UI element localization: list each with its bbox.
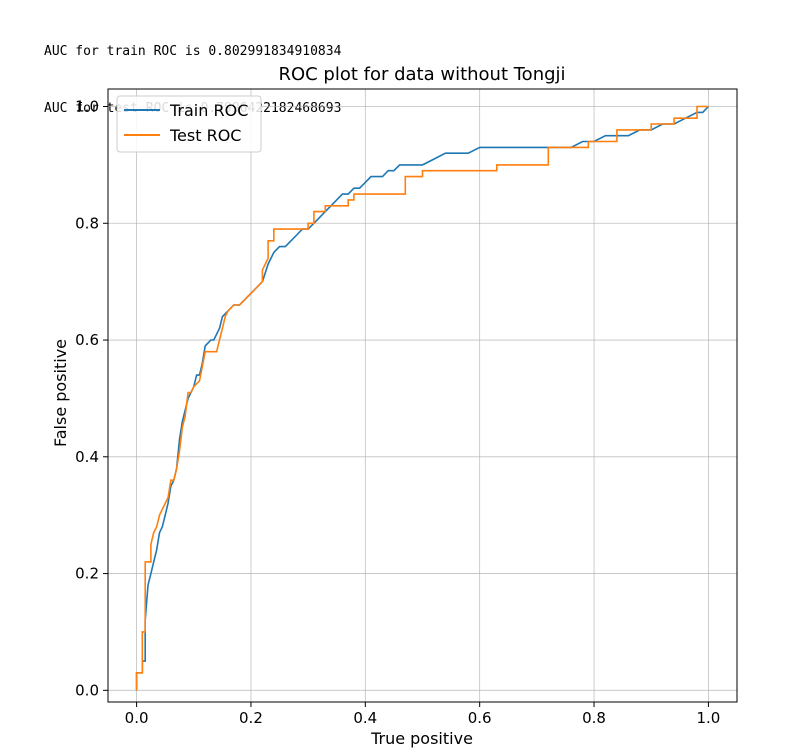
legend: Train ROC Test ROC	[116, 95, 262, 153]
train-roc-line	[135, 105, 709, 691]
x-tick-label: 0.6	[468, 709, 492, 727]
x-tick-label: 0.2	[239, 709, 263, 727]
grid	[108, 89, 737, 702]
chart-title: ROC plot for data without Tongji	[278, 64, 565, 85]
test-roc-line	[135, 105, 709, 691]
axis-ticks: 0.0 0.2 0.4 0.6 0.8 1.0 0.0 0.2 0.4 0.6 0.8 1.0	[75, 98, 720, 727]
x-tick-label: 0.4	[353, 709, 377, 727]
y-tick-label: 0.2	[75, 565, 99, 583]
y-axis-label: False positive	[51, 339, 70, 447]
y-tick-label: 1.0	[75, 98, 99, 116]
y-tick-label: 0.6	[75, 331, 99, 349]
output-line-train-auc: AUC for train ROC is 0.802991834910834	[44, 44, 342, 59]
x-axis-label: True positive	[370, 729, 473, 748]
y-tick-label: 0.0	[75, 681, 99, 699]
x-tick-label: 0.0	[125, 709, 149, 727]
x-tick-label: 0.8	[582, 709, 606, 727]
y-tick-label: 0.8	[75, 214, 99, 232]
plot-frame	[107, 88, 738, 703]
x-tick-label: 1.0	[696, 709, 720, 727]
y-tick-label: 0.4	[75, 448, 99, 466]
legend-train-label: Train ROC	[169, 101, 248, 120]
series-lines	[135, 105, 709, 691]
legend-test-label: Test ROC	[169, 126, 241, 145]
